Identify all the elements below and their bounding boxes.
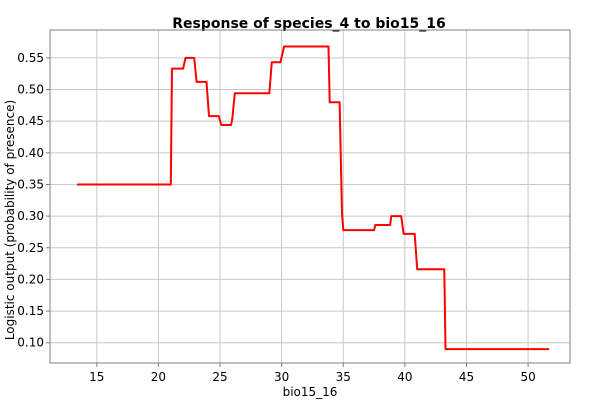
x-axis: 15 20 25 30 35 40 45 50 xyxy=(89,363,536,384)
y-axis-label: Logistic output (probability of presence… xyxy=(3,100,17,340)
x-tick-label: 45 xyxy=(459,370,474,384)
y-tick-label: 0.30 xyxy=(17,209,44,223)
x-tick-label: 40 xyxy=(397,370,412,384)
y-tick-label: 0.50 xyxy=(17,83,44,97)
series-layer xyxy=(77,45,550,351)
x-axis-label: bio15_16 xyxy=(283,385,338,399)
y-tick-label: 0.55 xyxy=(17,51,44,65)
y-tick-label: 0.25 xyxy=(17,241,44,255)
y-tick-label: 0.40 xyxy=(17,146,44,160)
chart-title: Response of species_4 to bio15_16 xyxy=(172,16,445,32)
x-tick-label: 50 xyxy=(520,370,535,384)
response-curve-line xyxy=(77,45,550,351)
y-tick-label: 0.10 xyxy=(17,336,44,350)
y-tick-label: 0.35 xyxy=(17,177,44,191)
y-tick-label: 0.20 xyxy=(17,272,44,286)
grid-layer xyxy=(50,30,570,363)
y-tick-label: 0.45 xyxy=(17,114,44,128)
x-tick-label: 20 xyxy=(151,370,166,384)
x-tick-label: 25 xyxy=(212,370,227,384)
plot-area-frame xyxy=(49,29,571,364)
x-tick-label: 35 xyxy=(336,370,351,384)
x-tick-label: 30 xyxy=(274,370,289,384)
y-tick-label: 0.15 xyxy=(17,304,44,318)
x-tick-label: 15 xyxy=(89,370,104,384)
y-axis: 0.10 0.15 0.20 0.25 0.30 0.35 0.40 0.45 0.50 0.55 xyxy=(17,51,50,350)
